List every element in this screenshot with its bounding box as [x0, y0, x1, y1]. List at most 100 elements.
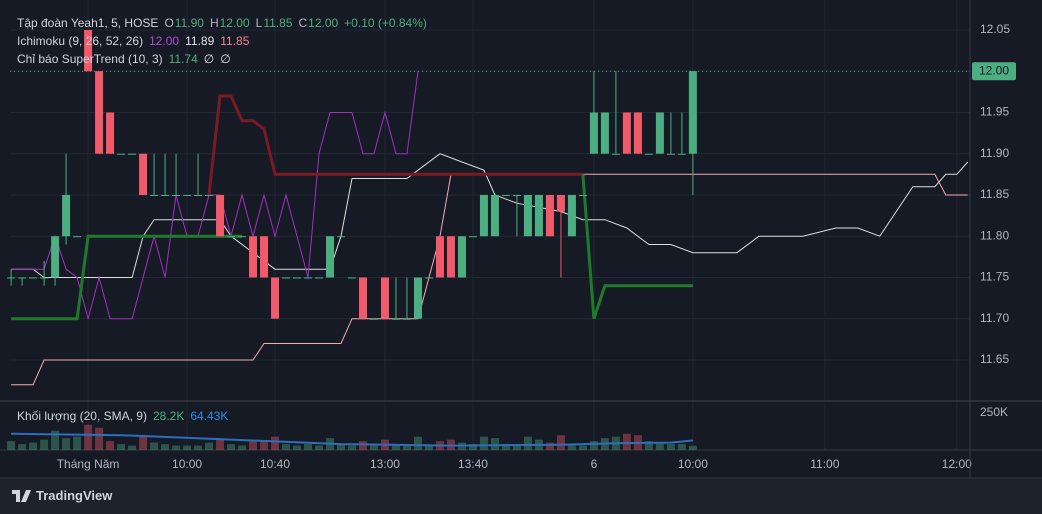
volume-bar	[161, 444, 170, 450]
volume-bar	[106, 441, 115, 450]
candle-body	[227, 236, 236, 238]
indicator-value: 64.43K	[190, 409, 229, 423]
candle-body	[479, 194, 488, 237]
brand-logo	[12, 489, 31, 502]
candle-body	[611, 153, 620, 155]
volume-bar	[260, 441, 269, 450]
indicator-label: Ichimoku (9, 26, 52, 26)	[17, 34, 144, 48]
candle-body	[150, 194, 159, 196]
volume-bar	[205, 442, 214, 450]
brand-text: TradingView	[36, 488, 113, 503]
volume-bar	[95, 427, 104, 450]
y-tick-label: 11.80	[980, 228, 1009, 242]
volume-bar	[512, 445, 521, 450]
y-tick-label: 11.90	[980, 146, 1009, 160]
indicator-line	[11, 173, 968, 386]
candle-body	[567, 194, 576, 237]
candle-body	[490, 194, 499, 237]
y-tick-label: 11.85	[980, 187, 1009, 201]
legend-volume[interactable]: Khối lượng (20, SMA, 9) 28.2K 64.43K	[17, 409, 228, 423]
volume-bar	[336, 444, 345, 450]
volume-bar	[227, 444, 236, 450]
candle-body	[633, 112, 642, 154]
symbol: Tập đoàn Yeah1, 5, HOSE	[17, 16, 159, 30]
volume-bar	[183, 445, 192, 450]
x-tick-label: 11:00	[810, 457, 839, 471]
ohlc-value: 12.00	[308, 16, 339, 30]
footer	[0, 479, 1042, 514]
candle-body	[84, 29, 93, 72]
candle-body	[293, 277, 302, 279]
volume-bar	[468, 444, 477, 450]
candle-body	[260, 236, 269, 278]
candle-body	[106, 112, 115, 154]
legend-ichimoku[interactable]: Ichimoku (9, 26, 52, 26) 12.00 11.89 11.…	[17, 34, 249, 48]
candle-body	[655, 112, 664, 154]
candle-body	[282, 277, 291, 279]
volume-bar	[172, 445, 181, 450]
brand[interactable]: TradingView	[12, 488, 112, 503]
indicator-value: 11.85	[220, 34, 250, 48]
volume-bar	[644, 441, 653, 450]
volume-bar	[677, 444, 686, 450]
y-tick-label: 11.70	[980, 311, 1009, 325]
candle-body	[578, 194, 587, 196]
ohlc-value: 12.00	[219, 16, 250, 30]
x-tick-label: 13:40	[458, 457, 488, 471]
candle-body	[534, 194, 543, 237]
price-tag-bg	[972, 62, 1016, 81]
candle-body	[545, 194, 554, 237]
candle-body	[249, 236, 258, 278]
y-tick-label: 11.95	[980, 105, 1009, 119]
candle-body	[336, 236, 345, 238]
volume-bar	[413, 436, 422, 450]
volume-bar	[655, 442, 664, 450]
indicator-value: 28.2K	[152, 409, 185, 423]
volume-bar	[7, 441, 16, 450]
volume-bar	[490, 438, 499, 450]
volume-bar	[150, 442, 159, 450]
candle-body	[501, 194, 510, 196]
candle-body	[391, 318, 400, 320]
indicator-line	[207, 94, 583, 196]
candle-body	[688, 71, 697, 154]
volume-bar	[84, 424, 93, 450]
candle-body	[457, 236, 466, 278]
volume-bar	[73, 436, 82, 450]
candle-body	[446, 236, 455, 278]
candle-body	[7, 277, 16, 279]
volume-bar	[622, 433, 631, 450]
volume-bar	[358, 441, 367, 450]
volume-bar	[578, 445, 587, 450]
candle-body	[216, 194, 225, 237]
volume-bar	[293, 445, 302, 450]
candle-body	[18, 277, 27, 279]
x-tick-label: 10:00	[172, 457, 202, 471]
volume-bar	[62, 438, 71, 450]
candle-body	[139, 153, 148, 195]
candle-body	[161, 194, 170, 196]
volume-sma	[11, 432, 693, 447]
candle-body	[402, 318, 411, 320]
candle-body	[73, 236, 82, 238]
volume-bar	[666, 444, 675, 450]
volume-bar	[501, 444, 510, 450]
volume-bar	[315, 445, 324, 450]
x-tick-label: 10:00	[678, 457, 708, 471]
volume-bar	[249, 439, 258, 450]
volume-bar	[29, 442, 38, 450]
candle-body	[523, 194, 532, 237]
candle-body	[622, 112, 631, 154]
candle-body	[468, 236, 477, 238]
candle-body	[315, 277, 324, 279]
legend-supertrend[interactable]: Chỉ báo SuperTrend (10, 3) 11.74 ∅ ∅	[17, 52, 231, 66]
candle-body	[358, 277, 367, 319]
indicator-value: 12.00	[149, 34, 180, 48]
candle-body	[62, 194, 71, 237]
candle-body	[40, 277, 49, 279]
volume-bar	[479, 436, 488, 450]
candle-body	[117, 153, 126, 155]
